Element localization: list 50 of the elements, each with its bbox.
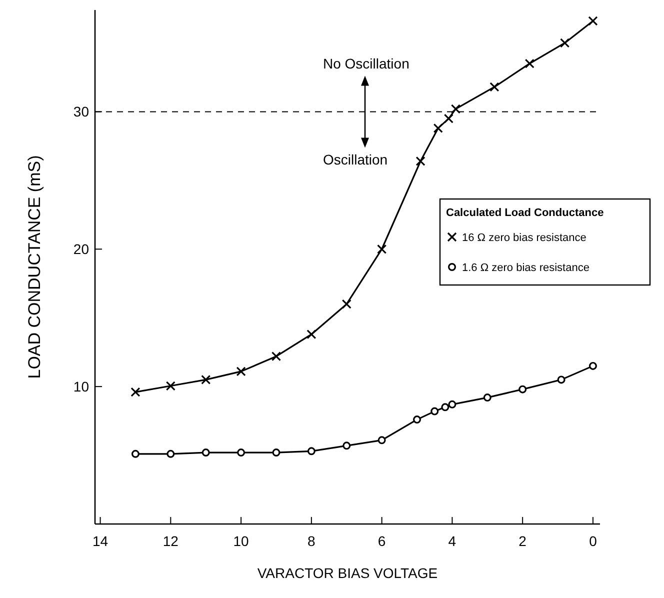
point — [433, 123, 443, 133]
point — [518, 385, 527, 394]
x-tick-label: 12 — [162, 533, 179, 549]
point — [342, 299, 352, 309]
point — [166, 381, 176, 391]
x-tick-label: 8 — [308, 533, 316, 549]
x-tick-label: 14 — [92, 533, 108, 549]
x-tick-label: 4 — [448, 533, 456, 549]
point — [307, 447, 316, 456]
x-axis-title: VARACTOR BIAS VOLTAGE — [257, 565, 438, 581]
point — [131, 450, 140, 458]
point — [271, 352, 282, 362]
point — [588, 16, 598, 26]
point — [342, 442, 351, 450]
point — [237, 448, 246, 457]
point — [236, 366, 246, 376]
y-tick-label: 30 — [73, 104, 90, 120]
point — [430, 407, 439, 416]
point — [166, 450, 175, 458]
legend-label: 1.6 Ω zero bias resistance — [462, 262, 590, 274]
y-axis-title: LOAD CONDUCTANCE (mS) — [25, 155, 44, 379]
annotation: No Oscillation — [323, 56, 410, 72]
x-tick-label: 2 — [518, 533, 527, 549]
y-tick-label: 10 — [73, 378, 90, 395]
point — [483, 394, 492, 402]
legend-title: Calculated Load Conductance — [446, 207, 604, 219]
x-tick-label: 0 — [589, 533, 598, 549]
point — [441, 403, 450, 412]
point — [202, 448, 210, 457]
point — [588, 362, 597, 370]
point — [450, 104, 461, 114]
point — [413, 416, 422, 424]
point — [444, 114, 454, 124]
y-tick-label: 20 — [73, 241, 90, 258]
point — [130, 387, 140, 397]
point — [272, 448, 280, 457]
point — [306, 330, 316, 340]
x-tick-label: 6 — [378, 533, 386, 549]
point — [416, 156, 426, 166]
point — [560, 38, 570, 48]
legend-label: 16 Ω zero bias resistance — [462, 232, 586, 244]
point — [201, 374, 211, 384]
point — [377, 244, 387, 254]
annotation: Oscillation — [323, 152, 388, 168]
x-tick-label: 10 — [233, 533, 250, 549]
point — [448, 400, 456, 408]
point — [557, 376, 566, 384]
point — [524, 58, 534, 68]
point — [490, 82, 500, 92]
point — [378, 436, 386, 444]
